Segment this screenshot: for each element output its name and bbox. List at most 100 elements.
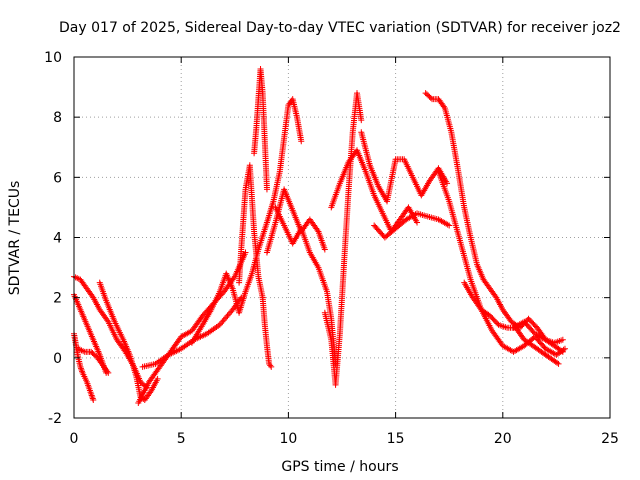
data-trace: [479, 307, 492, 318]
series-arc-11: [259, 294, 275, 370]
data-trace: [430, 96, 440, 103]
data-trace: [259, 296, 268, 326]
data-trace: [78, 308, 90, 327]
data-trace: [257, 67, 266, 95]
data-trace: [281, 188, 295, 212]
data-trace: [501, 343, 515, 354]
data-trace: [251, 128, 260, 155]
data-trace: [383, 226, 398, 240]
data-trace: [470, 296, 484, 312]
series-arc-15: [321, 90, 365, 388]
data-trace: [494, 296, 505, 311]
data-trace: [554, 346, 567, 357]
data-trace: [341, 191, 352, 263]
data-point: [358, 117, 365, 124]
data-trace: [332, 332, 343, 386]
data-trace: [367, 164, 381, 188]
data-trace: [261, 140, 270, 191]
data-trace: [324, 290, 334, 320]
data-trace: [372, 194, 385, 215]
data-trace: [166, 346, 183, 358]
data-layer: [71, 66, 568, 406]
data-trace: [522, 337, 535, 348]
data-trace: [264, 344, 272, 366]
data-trace: [415, 210, 429, 219]
data-trace: [533, 331, 548, 342]
data-trace: [552, 337, 565, 346]
series-arc-16: [328, 147, 421, 235]
x-tick-label: 5: [177, 431, 186, 447]
data-point: [555, 360, 562, 367]
data-trace: [253, 97, 262, 131]
data-trace: [78, 278, 89, 291]
data-trace: [223, 272, 235, 290]
data-trace: [80, 371, 90, 384]
data-trace: [218, 308, 235, 327]
data-trace: [264, 221, 278, 254]
data-trace: [316, 266, 330, 293]
data-trace: [88, 392, 96, 402]
data-point: [446, 222, 453, 229]
y-tick-label: 10: [44, 50, 62, 66]
data-trace: [121, 338, 133, 357]
data-trace: [238, 218, 247, 251]
data-point: [298, 138, 305, 145]
data-trace: [446, 200, 463, 242]
data-trace: [402, 158, 415, 179]
data-point: [90, 396, 97, 403]
data-trace: [91, 296, 102, 311]
data-trace: [205, 322, 222, 336]
data-trace: [286, 97, 295, 107]
y-tick-label: 6: [53, 170, 62, 186]
series-arc-19: [422, 90, 566, 355]
data-trace: [83, 348, 93, 355]
x-axis-label: GPS time / hours: [281, 459, 398, 475]
data-trace: [76, 346, 87, 355]
series-arc-5: [96, 279, 161, 403]
data-trace: [147, 365, 162, 384]
data-point: [242, 249, 249, 256]
y-tick-label: 2: [53, 291, 62, 307]
data-trace: [328, 182, 343, 209]
data-trace: [240, 188, 249, 221]
data-trace: [322, 311, 334, 341]
data-trace: [97, 281, 109, 302]
series-arc-10: [251, 66, 270, 193]
data-trace: [468, 236, 480, 266]
data-trace: [354, 92, 364, 122]
series-arc-6: [135, 249, 249, 406]
data-trace: [255, 221, 270, 251]
data-trace: [112, 320, 126, 341]
data-trace: [103, 299, 118, 323]
data-trace: [336, 260, 348, 335]
data-point: [268, 363, 275, 370]
data-trace: [102, 365, 111, 375]
data-trace: [133, 374, 144, 399]
data-trace: [149, 377, 160, 393]
data-trace: [426, 213, 440, 222]
series-arc-4: [75, 345, 112, 376]
data-trace: [84, 380, 94, 396]
data-trace: [259, 92, 268, 143]
data-trace: [533, 335, 548, 351]
data-trace: [448, 131, 461, 170]
data-trace: [270, 170, 283, 203]
data-point: [105, 369, 112, 376]
data-trace: [354, 149, 368, 173]
data-trace: [404, 211, 419, 222]
data-trace: [474, 263, 486, 281]
data-trace: [236, 290, 248, 314]
data-trace: [512, 343, 526, 354]
data-trace: [71, 332, 79, 348]
data-trace: [267, 362, 274, 369]
data-trace: [75, 356, 84, 369]
data-trace: [455, 167, 467, 209]
data-trace: [209, 290, 222, 311]
data-trace: [337, 161, 351, 185]
data-trace: [114, 338, 128, 354]
ticks: 0 5 10 15 20 25 -2 0 2 4 6 8 10: [44, 50, 619, 447]
data-trace: [461, 206, 474, 239]
data-trace: [84, 323, 96, 342]
data-trace: [264, 200, 276, 224]
y-tick-label: 0: [53, 351, 62, 367]
